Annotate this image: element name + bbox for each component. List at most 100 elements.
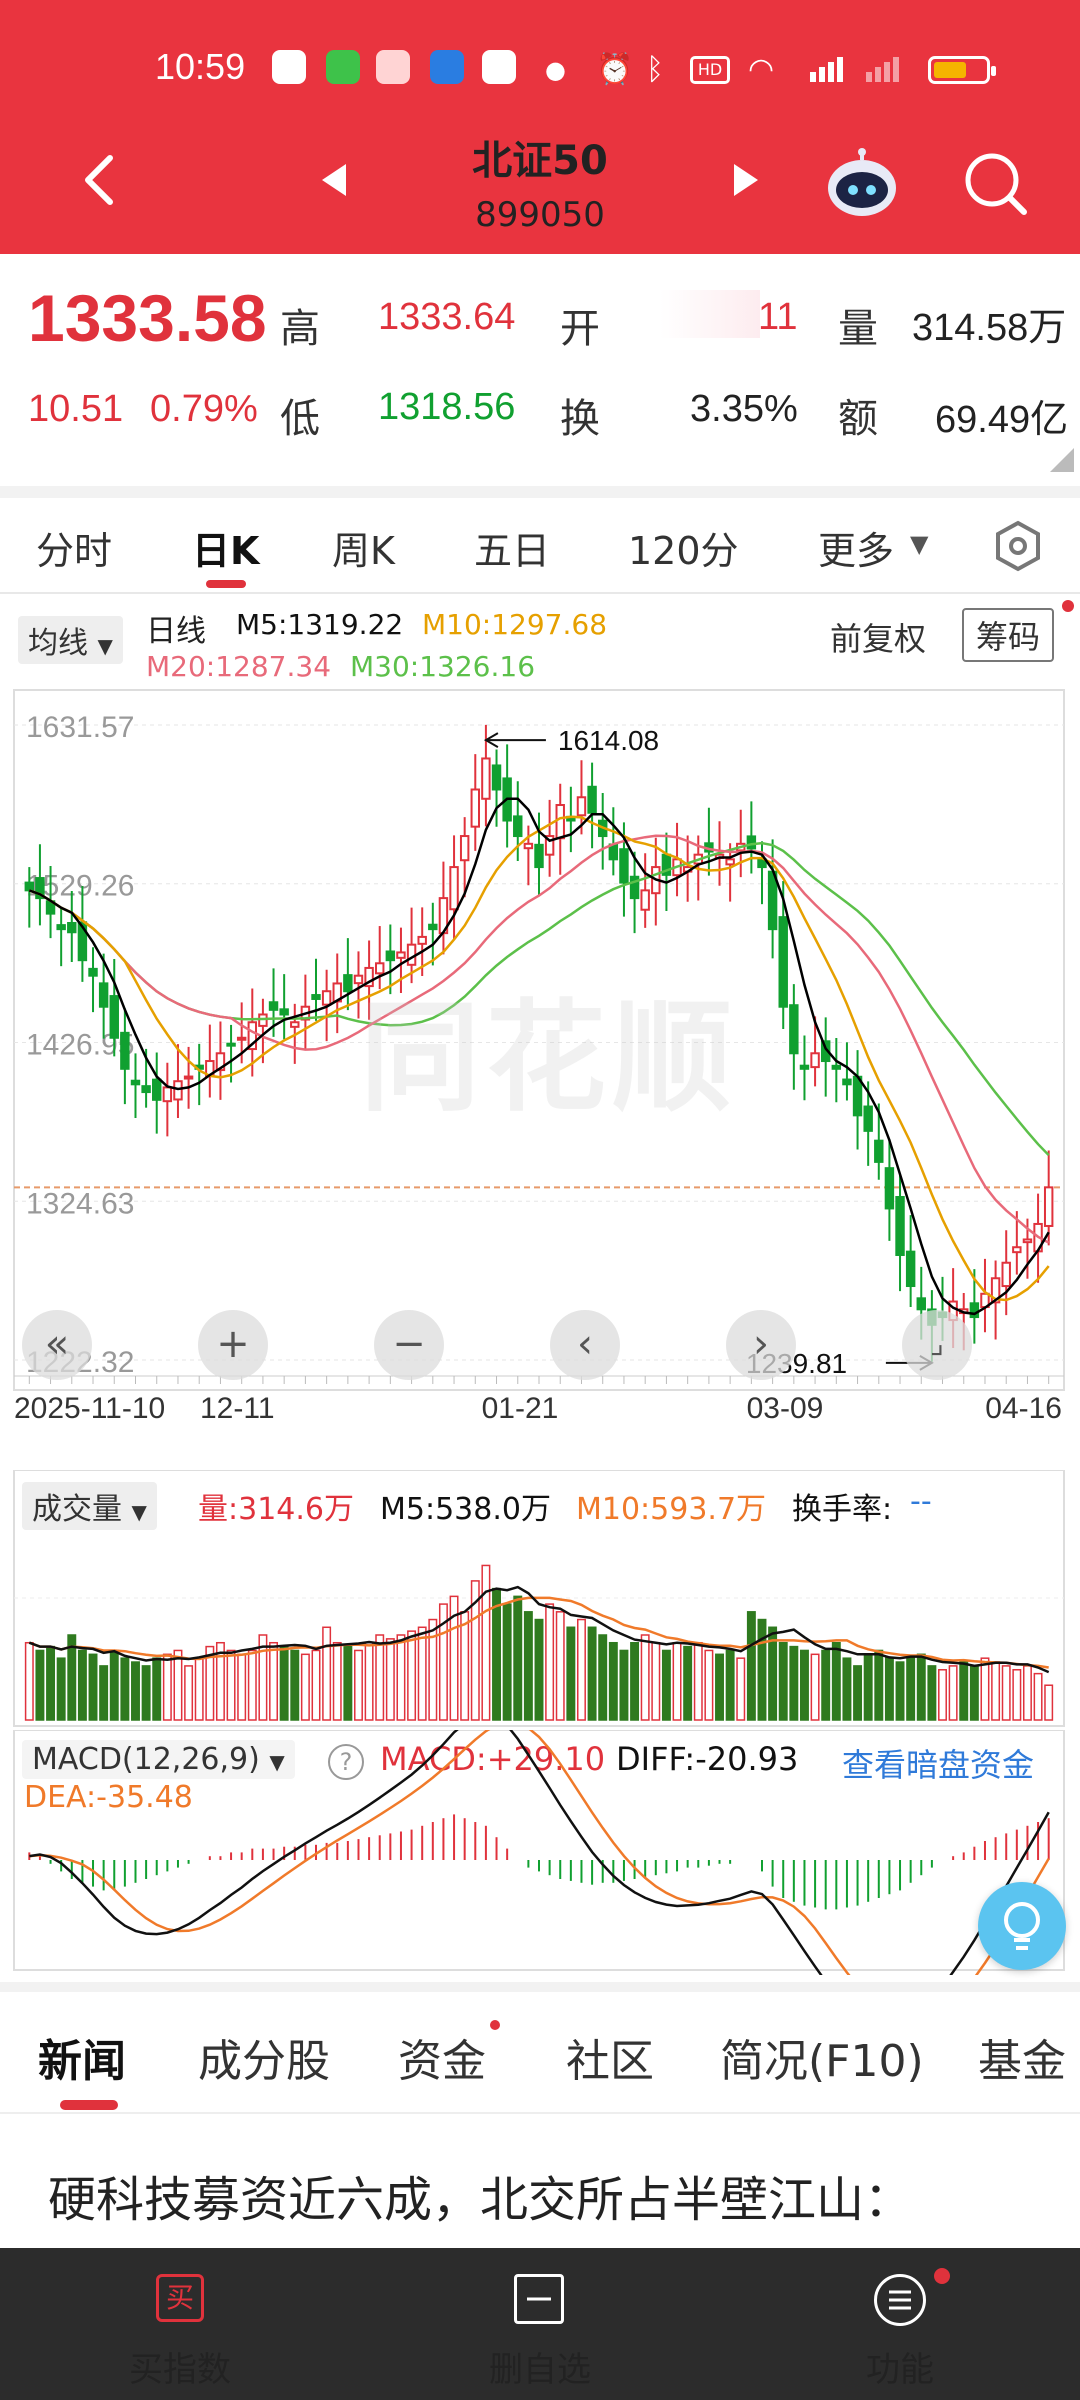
volume-bar bbox=[417, 1626, 427, 1721]
candle bbox=[311, 994, 321, 1000]
tab-news[interactable]: 新闻 bbox=[38, 2036, 126, 2087]
divider bbox=[0, 1982, 1080, 1994]
x-tick-label: 12-11 bbox=[200, 1392, 275, 1420]
volume-label: 量 bbox=[838, 306, 878, 352]
volume-bar bbox=[279, 1645, 289, 1721]
tab-more[interactable]: 更多 bbox=[818, 529, 895, 573]
volume-bar bbox=[332, 1641, 342, 1721]
kline-chart[interactable]: 1631.571529.261426.951324.631222.321614.… bbox=[0, 680, 1080, 1420]
next-stock-icon[interactable] bbox=[732, 162, 762, 198]
volume-bar bbox=[258, 1634, 268, 1721]
chevron-down-icon: ▼ bbox=[910, 530, 929, 558]
volume-bar bbox=[778, 1641, 788, 1721]
volume-bar bbox=[77, 1649, 87, 1721]
scroll-left-icon[interactable]: ‹ bbox=[550, 1310, 620, 1380]
volume-bar bbox=[438, 1603, 448, 1721]
candle bbox=[385, 950, 396, 962]
tab-community[interactable]: 社区 bbox=[566, 2036, 654, 2087]
volume-bar bbox=[757, 1618, 767, 1721]
volume-bar bbox=[311, 1649, 321, 1721]
candle bbox=[608, 843, 619, 861]
volume-bar bbox=[959, 1661, 969, 1721]
help-icon[interactable]: ? bbox=[328, 1744, 364, 1780]
candle bbox=[895, 1196, 905, 1256]
scroll-left-fast-icon[interactable]: « bbox=[22, 1310, 92, 1380]
volume-bar bbox=[874, 1649, 884, 1721]
volume-bar bbox=[364, 1641, 374, 1721]
high-marker-label: 1614.08 bbox=[558, 725, 659, 756]
volume-bar bbox=[651, 1641, 661, 1721]
previous-stock-icon[interactable] bbox=[318, 162, 348, 198]
volume-bar bbox=[460, 1611, 470, 1721]
candle bbox=[375, 962, 385, 975]
volume-bar bbox=[640, 1634, 650, 1721]
volume-bar bbox=[853, 1665, 863, 1721]
tab-timeshare[interactable]: 分时 bbox=[36, 529, 113, 573]
volume-bar bbox=[863, 1653, 873, 1721]
remove-watchlist-icon bbox=[514, 2274, 564, 2324]
tab-five-day[interactable]: 五日 bbox=[474, 529, 551, 573]
volume-bar bbox=[481, 1564, 491, 1721]
lightbulb-icon[interactable] bbox=[978, 1882, 1066, 1970]
ma-dropdown[interactable]: 均线 ▼ bbox=[18, 616, 123, 664]
status-bar: 10:59 ● ⏰ ᛒ HD ◠ bbox=[0, 0, 1080, 140]
tab-fund[interactable]: 基金 bbox=[978, 2036, 1066, 2087]
high-label: 高 bbox=[280, 306, 320, 352]
volume-bar bbox=[141, 1665, 151, 1721]
remove-watchlist-button[interactable]: 删自选 bbox=[489, 2350, 591, 2390]
volume-bar bbox=[46, 1645, 56, 1721]
candle bbox=[247, 1021, 258, 1051]
buy-index-button[interactable]: 买指数 bbox=[129, 2350, 231, 2390]
status-time: 10:59 bbox=[155, 46, 246, 87]
volume-bar bbox=[247, 1649, 257, 1721]
tab-120min[interactable]: 120分 bbox=[628, 529, 739, 573]
divider bbox=[0, 592, 1080, 594]
fullscreen-icon[interactable]: ⌟ bbox=[902, 1310, 972, 1380]
expand-corner-icon[interactable] bbox=[1050, 448, 1074, 472]
candle bbox=[428, 923, 438, 931]
volume-m10-line bbox=[28, 1596, 1049, 1669]
scroll-right-icon[interactable]: › bbox=[726, 1310, 796, 1380]
candle bbox=[576, 796, 587, 817]
macd-dropdown[interactable]: MACD(12,26,9) ▼ bbox=[22, 1740, 295, 1779]
alarm-icon: ⏰ bbox=[596, 52, 634, 87]
dark-pool-link[interactable]: 查看暗盘资金 bbox=[842, 1746, 1035, 1784]
signal-5g-icon bbox=[808, 54, 848, 84]
candle bbox=[290, 1021, 300, 1028]
macd-chart[interactable] bbox=[0, 1730, 1080, 1975]
tab-weekly-k[interactable]: 周K bbox=[332, 529, 395, 573]
candle bbox=[24, 881, 35, 892]
search-icon[interactable] bbox=[960, 148, 1030, 218]
volume-bar bbox=[608, 1641, 618, 1721]
volume-bar bbox=[290, 1649, 300, 1721]
function-button[interactable]: 功能 bbox=[866, 2350, 934, 2390]
candle bbox=[544, 835, 555, 856]
volume-bar bbox=[56, 1657, 66, 1721]
settings-hexagon-icon[interactable] bbox=[992, 520, 1044, 572]
news-headline[interactable]: 硬科技募资近六成，北交所占半壁江山： bbox=[48, 2172, 913, 2228]
nav-bar bbox=[0, 140, 1080, 254]
watermark-logo: 同花顺 bbox=[360, 989, 738, 1128]
ai-robot-icon[interactable] bbox=[822, 148, 902, 220]
candle bbox=[459, 835, 470, 862]
tab-profile-f10[interactable]: 简况(F10) bbox=[720, 2036, 924, 2087]
phone-app-icon bbox=[326, 50, 360, 84]
candle bbox=[746, 835, 757, 850]
zoom-in-icon[interactable]: + bbox=[198, 1310, 268, 1380]
candle bbox=[88, 967, 98, 977]
volume-bar bbox=[1001, 1665, 1011, 1721]
adjust-mode[interactable]: 前复权 bbox=[830, 620, 927, 658]
tab-constituents[interactable]: 成分股 bbox=[198, 2036, 330, 2087]
tab-daily-k[interactable]: 日K bbox=[192, 529, 260, 573]
volume-m5-legend: M5:538.0万 bbox=[380, 1492, 551, 1527]
candle bbox=[842, 1078, 852, 1086]
volume-chart[interactable] bbox=[0, 1470, 1080, 1730]
chips-button[interactable]: 筹码 bbox=[962, 608, 1055, 662]
zoom-out-icon[interactable]: − bbox=[374, 1310, 444, 1380]
volume-dropdown[interactable]: 成交量 ▼ bbox=[22, 1482, 157, 1530]
tab-funds-flow[interactable]: 资金 bbox=[398, 2036, 486, 2087]
diff-value: DIFF:-20.93 bbox=[616, 1740, 799, 1778]
candle bbox=[629, 875, 640, 900]
candle bbox=[35, 877, 45, 900]
back-icon[interactable] bbox=[70, 150, 130, 210]
